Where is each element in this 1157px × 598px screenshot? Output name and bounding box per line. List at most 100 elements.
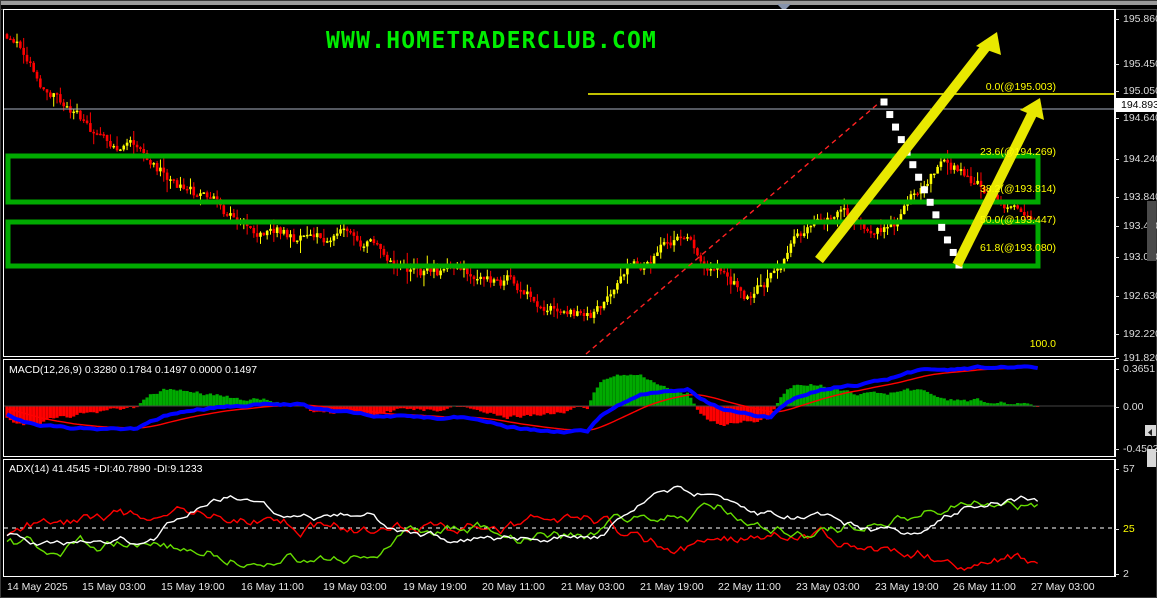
candle-body xyxy=(809,225,813,228)
macd-histogram-bar xyxy=(415,406,419,409)
macd-histogram-bar xyxy=(35,406,39,425)
candle-body xyxy=(619,276,623,284)
macd-histogram-bar xyxy=(425,406,429,410)
candle-body xyxy=(372,239,376,244)
forecast-dot xyxy=(886,111,894,119)
macd-main-line xyxy=(6,364,1038,435)
macd-histogram-bar xyxy=(619,375,623,406)
adx-plot-area[interactable] xyxy=(4,460,1114,576)
candle-body xyxy=(379,243,382,249)
scroll-box[interactable] xyxy=(1147,449,1156,467)
candle-body xyxy=(499,279,502,286)
candle-body xyxy=(292,234,296,242)
macd-histogram-bar xyxy=(572,406,576,408)
macd-histogram-bar xyxy=(362,406,366,414)
candle-body xyxy=(339,229,342,234)
candle-body xyxy=(742,290,746,300)
candle-body xyxy=(419,268,422,276)
candle-body xyxy=(342,228,346,231)
macd-histogram-bar xyxy=(449,406,453,408)
macd-histogram-bar xyxy=(605,378,609,406)
macd-histogram-bar xyxy=(582,406,586,408)
scroll-left-arrow-icon[interactable] xyxy=(1145,425,1156,436)
adx-panel[interactable] xyxy=(3,459,1115,577)
time-axis-tick: 23 May 03:00 xyxy=(796,581,860,593)
time-axis[interactable]: 14 May 2025 15 May 03:00 15 May 19:00 16 Ma… xyxy=(3,579,1115,597)
candle-body xyxy=(59,94,62,103)
macd-axis[interactable]: 0.3651 0.00 -0.4503 xyxy=(1115,359,1157,457)
candle-body xyxy=(409,269,412,272)
macd-histogram-bar xyxy=(132,406,136,409)
candle-body xyxy=(329,240,332,243)
candle-body xyxy=(62,102,66,107)
candle-body xyxy=(889,224,893,227)
candle-body xyxy=(369,239,372,242)
candle-body xyxy=(966,175,969,178)
macd-histogram-bar xyxy=(338,406,343,413)
candle-body xyxy=(829,217,833,220)
candle-body xyxy=(609,294,613,297)
macd-histogram-bar xyxy=(1006,404,1010,406)
macd-histogram-bar xyxy=(15,406,19,424)
forecast-dot xyxy=(932,211,940,219)
adx-axis[interactable]: 57 25 2 xyxy=(1115,459,1157,580)
vertical-scrollbar-thumb[interactable] xyxy=(1147,201,1156,261)
macd-histogram-bar xyxy=(545,406,549,414)
candle-body xyxy=(335,233,339,236)
candle-body xyxy=(692,239,696,249)
candle-body xyxy=(492,279,496,283)
macd-histogram-bar xyxy=(102,406,106,411)
candle-body xyxy=(99,133,102,136)
macd-histogram-bar xyxy=(522,406,526,416)
macd-histogram-bar xyxy=(385,406,389,412)
macd-histogram-bar xyxy=(145,397,149,406)
macd-histogram-bar xyxy=(1019,403,1023,406)
macd-histogram-bar xyxy=(378,406,383,414)
macd-axis-tick: 0.3651 xyxy=(1123,363,1156,375)
candle-body xyxy=(5,34,9,39)
candle-body xyxy=(302,235,306,238)
candle-body xyxy=(969,176,973,184)
candle-body xyxy=(39,78,42,88)
candle-body xyxy=(949,162,953,170)
candle-body xyxy=(269,228,272,231)
macd-histogram-bar xyxy=(782,393,786,406)
macd-legend: MACD(12,26,9) 0.3280 0.1784 0.1497 0.000… xyxy=(9,364,258,376)
macd-histogram-bar xyxy=(62,406,66,417)
macd-histogram-bar xyxy=(982,402,986,406)
candle-body xyxy=(982,186,986,194)
macd-histogram-bar xyxy=(185,391,189,406)
macd-histogram-bar xyxy=(535,406,539,416)
macd-histogram-bar xyxy=(82,406,86,414)
time-axis-tick: 20 May 11:00 xyxy=(482,581,545,593)
candle-body xyxy=(996,194,999,202)
candle-body xyxy=(389,260,392,263)
candle-body xyxy=(262,232,266,236)
candle-body xyxy=(526,291,529,295)
macd-plot-area[interactable] xyxy=(4,360,1114,456)
candle-body xyxy=(442,269,446,271)
macd-histogram-bar xyxy=(709,406,713,422)
macd-histogram-bar xyxy=(986,402,990,406)
macd-panel[interactable] xyxy=(3,359,1115,457)
candle-body xyxy=(476,278,479,281)
macd-histogram-bar xyxy=(612,376,616,406)
macd-histogram-bar xyxy=(105,406,109,411)
price-plot-area[interactable] xyxy=(4,10,1114,356)
candle-body xyxy=(896,223,899,227)
macd-histogram-bar xyxy=(12,406,16,423)
macd-histogram-bar xyxy=(375,406,379,415)
price-axis[interactable]: 195.860 195.450 195.050 194.640 194.240 193.8… xyxy=(1115,1,1157,364)
candle-body xyxy=(562,311,566,313)
price-axis-tick: 195.860 xyxy=(1123,13,1157,25)
macd-histogram-bar xyxy=(889,392,893,406)
chevron-down-icon[interactable] xyxy=(777,4,791,11)
price-chart-panel[interactable] xyxy=(3,9,1115,357)
candle-body xyxy=(309,234,312,236)
macd-histogram-bar xyxy=(665,387,670,406)
macd-histogram-bar xyxy=(932,395,936,406)
candle-body xyxy=(129,140,132,143)
macd-histogram-bar xyxy=(625,375,629,406)
candle-body xyxy=(359,240,362,247)
adx-tick-mark xyxy=(1115,529,1119,530)
